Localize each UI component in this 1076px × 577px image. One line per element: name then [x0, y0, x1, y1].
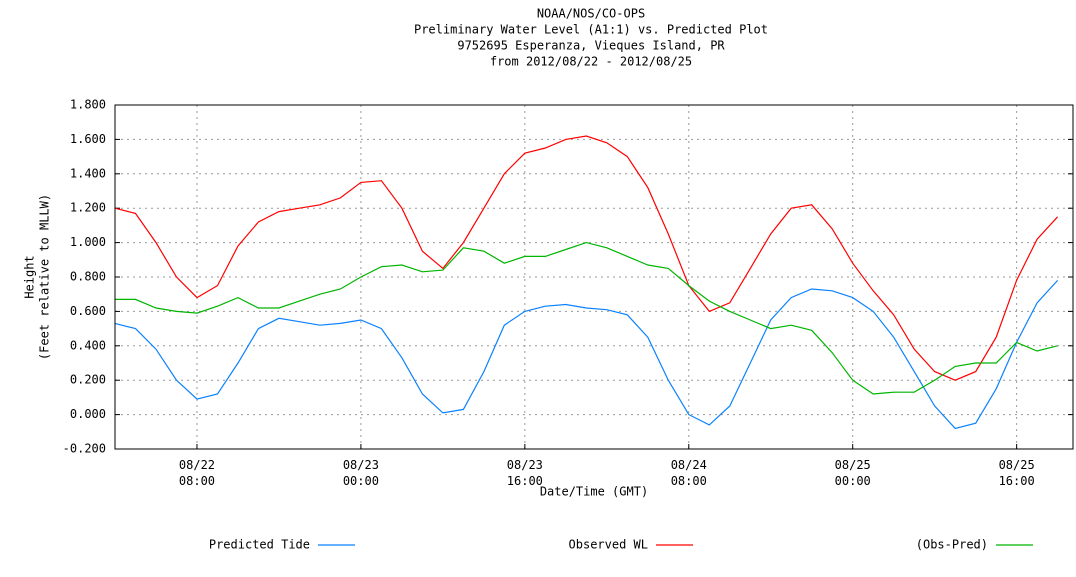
series-line — [114, 135, 1059, 381]
x-tick-label: 08/23 16:00 — [506, 458, 543, 488]
legend-label: Predicted Tide — [209, 538, 310, 552]
series-line — [114, 279, 1059, 430]
legend-label: Observed WL — [569, 538, 648, 552]
x-tick-label: 08/23 00:00 — [342, 458, 379, 488]
chart-title: from 2012/08/22 - 2012/08/25 — [490, 55, 692, 69]
y-axis-label-line: (Feet relative to MLLW) — [38, 194, 52, 360]
plot-frame — [114, 104, 1074, 450]
x-axis-label: Date/Time (GMT) — [540, 485, 648, 499]
y-tick-label: 0.800 — [70, 270, 106, 284]
chart-title: 9752695 Esperanza, Vieques Island, PR — [457, 39, 725, 53]
y-tick-label: -0.200 — [63, 442, 106, 456]
y-tick-label: 1.800 — [70, 98, 106, 112]
x-tick-label: 08/24 08:00 — [670, 458, 707, 488]
legend-label: (Obs-Pred) — [916, 538, 988, 552]
y-tick-label: 0.200 — [70, 373, 106, 387]
y-tick-label: 1.600 — [70, 132, 106, 146]
series-line — [115, 241, 1058, 395]
y-tick-label: 0.400 — [70, 338, 106, 352]
chart-title: NOAA/NOS/CO-OPS — [537, 7, 645, 21]
y-tick-label: 0.600 — [70, 304, 106, 318]
y-axis-label: Height (Feet relative to MLLW) — [23, 194, 52, 360]
chart-title: Preliminary Water Level (A1:1) vs. Predi… — [414, 23, 768, 37]
x-tick-label: 08/22 08:00 — [178, 458, 216, 488]
y-tick-label: 1.400 — [70, 166, 106, 180]
y-axis-label-line: Height — [23, 255, 37, 298]
x-tick-label: 08/25 16:00 — [998, 458, 1035, 488]
y-tick-label: 0.000 — [70, 407, 106, 421]
y-tick-label: 1.200 — [70, 201, 106, 215]
y-tick-label: 1.000 — [70, 235, 106, 249]
x-tick-label: 08/25 00:00 — [834, 458, 871, 488]
